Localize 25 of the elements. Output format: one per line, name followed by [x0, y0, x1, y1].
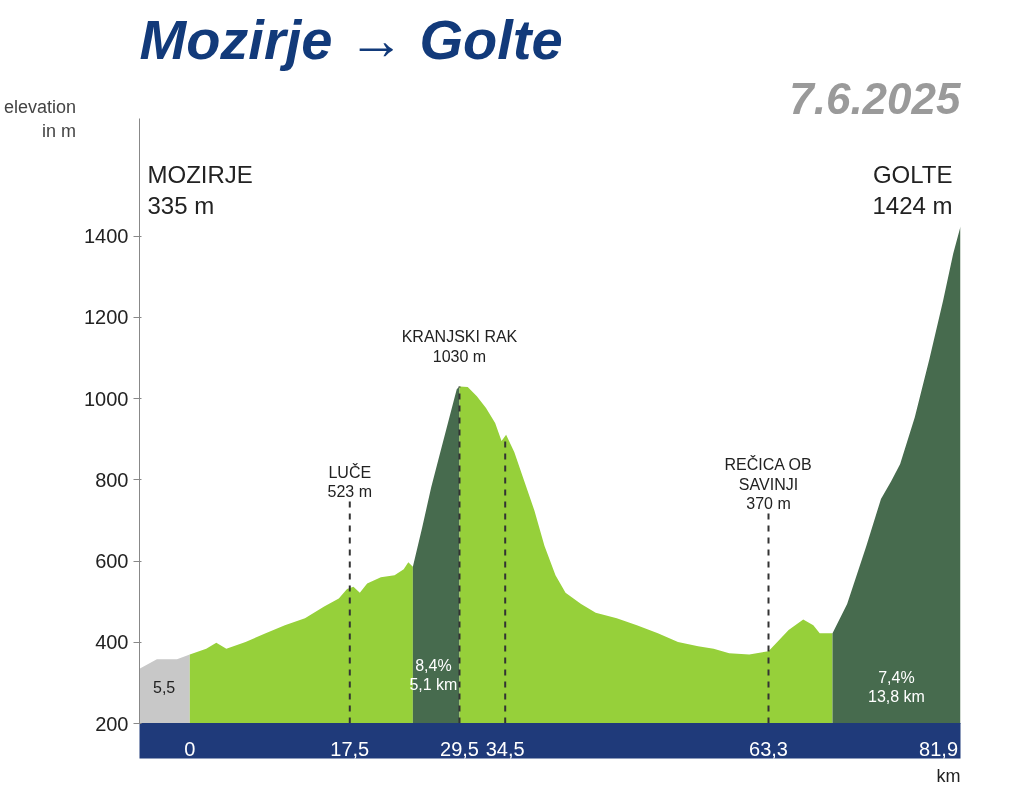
annotation: 8,4% 5,1 km [409, 656, 458, 694]
annotation: 7,4% 13,8 km [868, 668, 925, 706]
x-tick-label: 34,5 [485, 737, 525, 760]
x-tick-label: 17,5 [330, 737, 370, 760]
annotation: 5,5 [153, 679, 176, 697]
x-tick-label: 0 [184, 737, 196, 760]
ref-line-label: REČICA OB SAVINJI 370 m [724, 454, 812, 513]
y-tick-label: 1000 [84, 387, 129, 410]
y-tick-label: 400 [95, 631, 129, 654]
y-tick-label: 1400 [84, 225, 129, 248]
ref-line-label: KRANJSKI RAK 1030 m [401, 328, 518, 365]
annotation: MOZIRJE 335 m [147, 160, 253, 219]
y-tick-label: 600 [95, 550, 129, 573]
y-axis-title: elevation in m [3, 96, 77, 141]
x-tick-label: 81,9 [919, 737, 959, 760]
y-tick-label: 800 [95, 468, 129, 491]
y-tick-label: 1200 [84, 306, 129, 329]
annotation: GOLTE 1424 m [872, 160, 953, 219]
chart-subtitle: 7.6.2025 [789, 73, 962, 123]
ref-line-label: LUČE 523 m [327, 462, 373, 501]
x-tick-label: 63,3 [749, 737, 788, 760]
chart-title: Mozirje → Golte [139, 7, 563, 71]
y-tick-label: 200 [95, 712, 129, 735]
x-tick-label: 29,5 [440, 737, 479, 760]
x-axis-title: km [936, 765, 961, 786]
